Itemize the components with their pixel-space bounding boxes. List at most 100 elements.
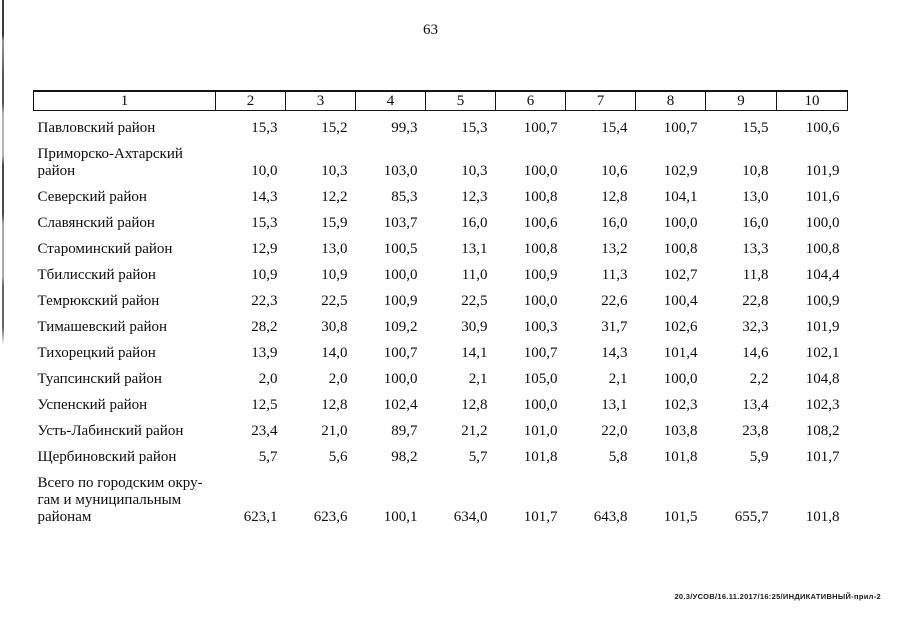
value-cell: 100,7 <box>523 345 558 361</box>
value-cell: 100,9 <box>805 293 840 309</box>
value-cell: 101,8 <box>523 449 558 465</box>
value-cell: 100,1 <box>383 509 418 525</box>
value-cell: 2,0 <box>328 371 348 387</box>
value-cell: 85,3 <box>391 189 418 205</box>
row-label: Тихорецкий район <box>37 345 156 361</box>
value-cell: 100,4 <box>663 293 698 309</box>
value-cell: 2,1 <box>468 371 488 387</box>
table-row: Тимашевский район 28,2 30,8 109,2 30,9 100,3 3… <box>34 310 848 336</box>
column-header: 4 <box>355 90 426 111</box>
value-cell: 104,1 <box>663 189 698 205</box>
value-cell: 12,2 <box>321 189 348 205</box>
value-cell: 100,0 <box>383 267 418 283</box>
value-cell: 101,4 <box>663 345 698 361</box>
value-cell: 14,1 <box>461 345 488 361</box>
value-cell: 101,8 <box>805 509 840 525</box>
value-cell: 102,4 <box>383 397 418 413</box>
value-cell: 102,9 <box>663 163 698 179</box>
value-cell: 101,7 <box>805 449 840 465</box>
table-row: Тихорецкий район 13,9 14,0 100,7 14,1 100,7 14… <box>34 336 848 362</box>
value-cell: 100,9 <box>523 267 558 283</box>
value-cell: 102,7 <box>663 267 698 283</box>
value-cell: 14,3 <box>601 345 628 361</box>
value-cell: 100,7 <box>523 120 558 136</box>
value-cell: 31,7 <box>601 319 628 335</box>
value-cell: 14,6 <box>742 345 769 361</box>
value-cell: 15,3 <box>251 215 278 231</box>
table-row: Успенский район 12,5 12,8 102,4 12,8 100,0 13,… <box>34 388 848 414</box>
value-cell: 13,0 <box>742 189 769 205</box>
value-cell: 89,7 <box>391 423 418 439</box>
value-cell: 109,2 <box>383 319 418 335</box>
value-cell: 103,8 <box>663 423 698 439</box>
value-cell: 655,7 <box>734 509 769 525</box>
value-cell: 13,0 <box>321 241 348 257</box>
table-row: Приморско-Ахтарский район 10,0 10,3 103,0 10… <box>34 137 848 180</box>
column-header: 8 <box>635 90 706 111</box>
value-cell: 100,0 <box>383 371 418 387</box>
value-cell: 100,8 <box>523 189 558 205</box>
value-cell: 12,8 <box>461 397 488 413</box>
table-row: Тбилисский район 10,9 10,9 100,0 11,0 100,9 11… <box>34 258 848 284</box>
value-cell: 100,9 <box>383 293 418 309</box>
row-label: Темрюкский район <box>37 293 160 309</box>
value-cell: 634,0 <box>453 509 488 525</box>
column-header: 6 <box>495 90 566 111</box>
table-row: Павловский район 15,3 15,2 99,3 15,3 100,7 15,… <box>34 111 848 138</box>
value-cell: 2,1 <box>608 371 628 387</box>
header-row: 1 2 3 4 5 6 7 8 9 10 <box>33 90 848 111</box>
value-cell: 15,4 <box>601 120 628 136</box>
table-row: Туапсинский район 2,0 2,0 100,0 2,1 105,0 2,1 1… <box>34 362 848 388</box>
row-label: Тбилисский район <box>37 267 156 283</box>
value-cell: 22,3 <box>251 293 278 309</box>
value-cell: 101,9 <box>805 163 840 179</box>
value-cell: 100,8 <box>805 241 840 257</box>
value-cell: 10,6 <box>601 163 628 179</box>
value-cell: 100,6 <box>523 215 558 231</box>
page-number: 63 <box>423 22 438 38</box>
row-label: Успенский район <box>37 397 148 413</box>
value-cell: 101,6 <box>805 189 840 205</box>
value-cell: 5,7 <box>258 449 278 465</box>
value-cell: 10,3 <box>461 163 488 179</box>
value-cell: 12,5 <box>251 397 278 413</box>
row-label: Северский район <box>37 189 147 205</box>
data-table: 1 2 3 4 5 6 7 8 9 10 Павловский район 15,3 15,2 99,3… <box>33 90 848 526</box>
value-cell: 10,3 <box>321 163 348 179</box>
table-row: Староминский район 12,9 13,0 100,5 13,1 100,8… <box>34 232 848 258</box>
value-cell: 32,3 <box>742 319 769 335</box>
value-cell: 13,2 <box>601 241 628 257</box>
column-header: 1 <box>33 90 216 111</box>
row-label: Славянский район <box>37 215 155 231</box>
value-cell: 10,9 <box>321 267 348 283</box>
value-cell: 100,7 <box>663 120 698 136</box>
column-header: 9 <box>705 90 777 111</box>
table-row: Щербиновский район 5,7 5,6 98,2 5,7 101,8 5,8 1… <box>34 440 848 466</box>
value-cell: 16,0 <box>601 215 628 231</box>
column-header: 5 <box>425 90 496 111</box>
value-cell: 100,6 <box>805 120 840 136</box>
value-cell: 5,7 <box>468 449 488 465</box>
value-cell: 12,8 <box>601 189 628 205</box>
value-cell: 100,0 <box>663 371 698 387</box>
value-cell: 101,7 <box>523 509 558 525</box>
value-cell: 623,1 <box>243 509 278 525</box>
value-cell: 15,2 <box>321 120 348 136</box>
value-cell: 13,1 <box>601 397 628 413</box>
row-label: Усть-Лабинский район <box>37 423 184 439</box>
value-cell: 100,5 <box>383 241 418 257</box>
table-body: Павловский район 15,3 15,2 99,3 15,3 100,7 15,… <box>34 111 848 527</box>
table-row: Темрюкский район 22,3 22,5 100,9 22,5 100,0 22… <box>34 284 848 310</box>
value-cell: 643,8 <box>593 509 628 525</box>
value-cell: 23,8 <box>742 423 769 439</box>
value-cell: 15,5 <box>742 120 769 136</box>
column-header: 10 <box>776 90 848 111</box>
value-cell: 104,8 <box>805 371 840 387</box>
value-cell: 2,2 <box>749 371 769 387</box>
value-cell: 2,0 <box>258 371 278 387</box>
value-cell: 100,8 <box>663 241 698 257</box>
value-cell: 104,4 <box>805 267 840 283</box>
value-cell: 100,0 <box>523 397 558 413</box>
value-cell: 22,0 <box>601 423 628 439</box>
value-cell: 21,2 <box>461 423 488 439</box>
